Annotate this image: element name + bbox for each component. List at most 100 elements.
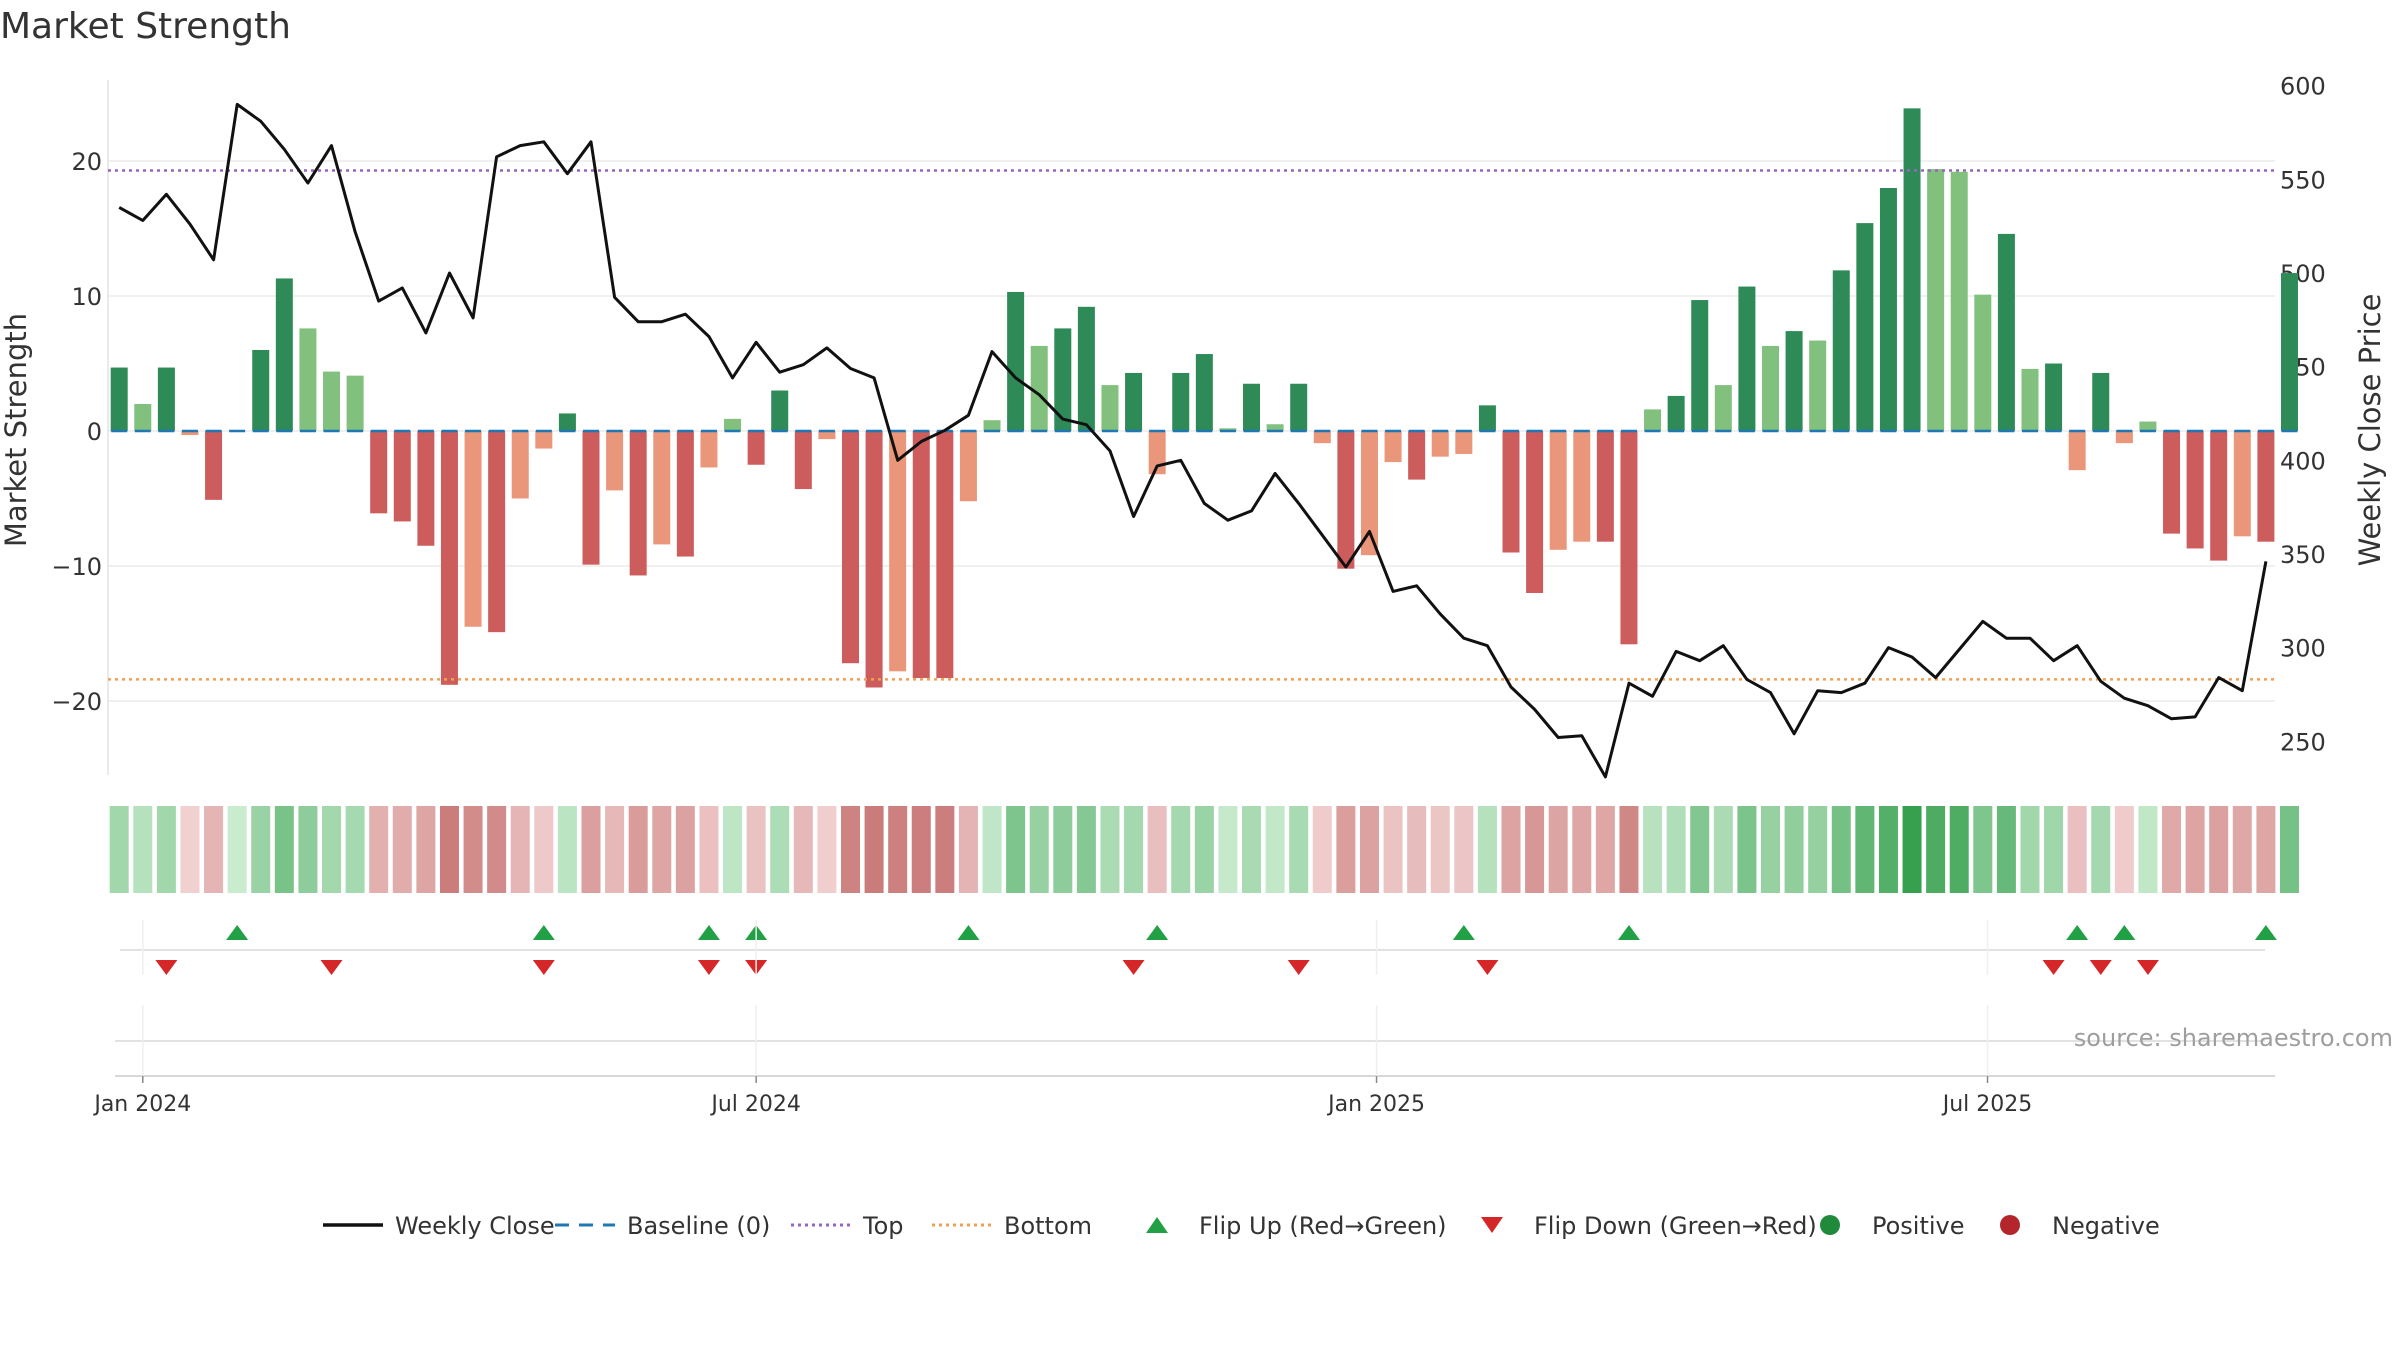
y2-tick-label: 250 <box>2280 728 2326 756</box>
strength-bar <box>1738 286 1756 431</box>
flip-up-marker <box>2066 925 2089 940</box>
legend-item: Positive <box>1820 1212 1965 1240</box>
strength-bar <box>1030 345 1048 431</box>
legend-label: Weekly Close <box>395 1212 555 1240</box>
strength-bar <box>794 431 812 490</box>
heat-cell <box>298 806 318 893</box>
y-tick-label: −20 <box>51 688 102 716</box>
legend-label: Top <box>862 1212 904 1240</box>
heat-cell <box>1218 806 1238 893</box>
heat-cell <box>1312 806 1332 893</box>
heat-cell <box>1407 806 1427 893</box>
heat-cell <box>109 806 129 893</box>
strength-bar <box>1007 291 1025 431</box>
heat-cell <box>1713 806 1733 893</box>
heat-cell <box>1996 806 2016 893</box>
strength-bar <box>936 431 954 679</box>
strength-bar <box>1785 331 1803 431</box>
strength-bar <box>558 413 576 431</box>
strength-bar <box>393 431 411 522</box>
weekly-close-line <box>118 102 2268 779</box>
heat-cell <box>1477 806 1497 893</box>
x-tick-label: Jan 2024 <box>92 1092 191 1117</box>
legend: Weekly Close Baseline (0) Top Bottom Flip Up… <box>323 1212 2160 1240</box>
flip-markers-panel <box>115 925 2277 1077</box>
strength-bar <box>1431 431 1449 457</box>
legend-item: Negative <box>2000 1212 2160 1240</box>
heat-cell <box>1949 806 1969 893</box>
strength-bar <box>1549 431 1567 550</box>
heat-cell <box>1383 806 1403 893</box>
strength-bar <box>205 431 223 500</box>
heat-cell <box>133 806 153 893</box>
strength-bar <box>1125 372 1143 431</box>
strength-bar <box>1502 431 1520 553</box>
strength-bar <box>1455 431 1473 454</box>
heat-cell <box>1973 806 1993 893</box>
flip-up-marker <box>226 925 249 940</box>
strength-bar <box>511 431 529 499</box>
strength-bar <box>1526 431 1544 593</box>
strength-bar <box>275 278 293 431</box>
strength-bar <box>1903 108 1921 431</box>
flip-down-marker <box>2136 960 2159 975</box>
strength-bar <box>1573 431 1591 542</box>
strength-bar <box>1219 428 1237 431</box>
strength-bar <box>1408 431 1426 480</box>
y2-tick-label: 350 <box>2280 541 2326 569</box>
y-axis-right-title: Weekly Close Price <box>2353 294 2387 567</box>
flip-down-marker <box>155 960 178 975</box>
date-axis: Jan 2024 Jul 2024 Jan 2025 Jul 2025 <box>92 920 2032 1117</box>
strength-bar <box>1101 385 1119 431</box>
strength-bar <box>606 431 624 491</box>
x-tick-label: Jul 2025 <box>1941 1092 2033 1117</box>
strength-bar <box>299 328 317 431</box>
strength-bar <box>1691 300 1709 431</box>
heat-cell <box>227 806 247 893</box>
flip-up-marker <box>697 925 720 940</box>
strength-bar <box>1384 431 1402 463</box>
strength-bar <box>653 431 671 545</box>
legend-item: Flip Down (Green→Red) <box>1481 1212 1817 1240</box>
heat-cell <box>817 806 837 893</box>
strength-bar <box>1054 328 1072 431</box>
heat-cell <box>982 806 1002 893</box>
flip-up-marker <box>1452 925 1475 940</box>
flip-down-marker <box>1122 960 1145 975</box>
heat-cell <box>1572 806 1592 893</box>
legend-item: Baseline (0) <box>555 1212 770 1240</box>
heat-cell <box>251 806 271 893</box>
strength-bar <box>488 431 506 633</box>
strength-bar <box>582 431 600 565</box>
heat-cell <box>1902 806 1922 893</box>
strength-bar <box>252 350 270 431</box>
heat-cell <box>1100 806 1120 893</box>
strength-bar <box>1313 431 1331 444</box>
heat-cell <box>793 806 813 893</box>
heat-cell <box>439 806 459 893</box>
flip-down-marker <box>697 960 720 975</box>
heat-cell <box>1737 806 1757 893</box>
strength-bar <box>1290 383 1308 431</box>
heat-cell <box>487 806 507 893</box>
heat-cell <box>746 806 766 893</box>
strength-bar <box>818 431 836 440</box>
strength-bar <box>1266 424 1284 431</box>
y2-tick-label: 550 <box>2280 166 2326 194</box>
heat-cell <box>581 806 601 893</box>
heat-cell <box>2114 806 2134 893</box>
strength-bar <box>2210 431 2228 561</box>
heat-cell <box>204 806 224 893</box>
strength-bar <box>747 431 765 465</box>
heat-cell <box>1076 806 1096 893</box>
flip-down-marker <box>532 960 555 975</box>
x-tick-label: Jul 2024 <box>709 1092 801 1117</box>
heat-cell <box>2020 806 2040 893</box>
flip-up-marker <box>1146 925 1169 940</box>
heat-cell <box>1525 806 1545 893</box>
heat-cell <box>840 806 860 893</box>
strength-bar <box>2233 431 2251 537</box>
strength-bar <box>1879 188 1897 431</box>
strength-bar <box>1762 345 1779 431</box>
